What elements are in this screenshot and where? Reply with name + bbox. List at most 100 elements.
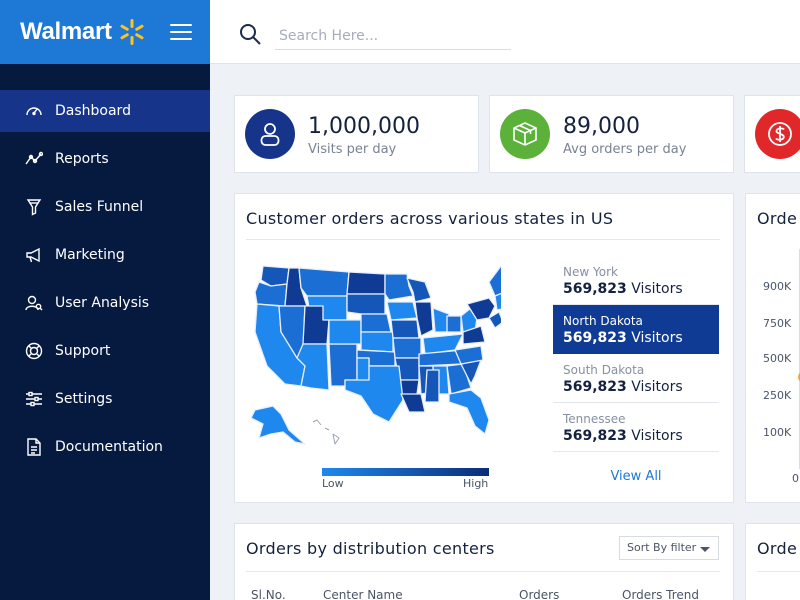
map-state — [328, 319, 362, 345]
map-state — [260, 265, 290, 287]
state-visitors: 569,823 Visitors — [563, 330, 683, 346]
speedometer-icon — [26, 107, 42, 116]
map-state — [390, 319, 420, 339]
map-state — [400, 393, 426, 413]
state-visitors: 569,823 Visitors — [563, 428, 683, 444]
dollar-icon — [768, 122, 792, 146]
y-tick-label: 750K — [763, 317, 792, 330]
stat-icon-circle — [245, 109, 295, 159]
sidebar-item-label: Sales Funnel — [55, 199, 144, 215]
walmart-logo-text: Walmart — [20, 18, 112, 45]
card-title: Orde — [757, 539, 798, 558]
sidebar-item-label: Support — [55, 343, 111, 359]
map-state — [254, 281, 288, 307]
map-state — [424, 369, 440, 403]
y-tick-label: 100K — [763, 426, 792, 439]
card-title: Orders by distribution centers — [246, 539, 495, 558]
map-state — [414, 301, 434, 337]
state-orders-card: Customer orders across various states in… — [234, 193, 734, 503]
map-state — [298, 267, 350, 297]
sidebar-item-label: Dashboard — [55, 103, 131, 119]
sidebar-item-support[interactable]: Support — [0, 330, 210, 372]
stat-card-revenue — [744, 95, 800, 173]
state-name: Tennessee — [563, 412, 626, 426]
state-row-south-dakota[interactable]: South Dakota 569,823 Visitors — [553, 354, 719, 403]
map-state — [312, 419, 340, 445]
divider — [246, 239, 720, 240]
divider — [246, 571, 720, 572]
state-row-new-york[interactable]: New York 569,823 Visitors — [553, 256, 719, 305]
state-row-tennessee[interactable]: Tennessee 569,823 Visitors — [553, 403, 719, 452]
map-state — [446, 315, 462, 333]
sidebar-item-label: Marketing — [55, 247, 125, 263]
map-state — [360, 313, 392, 333]
us-choropleth-map[interactable] — [249, 262, 501, 452]
stat-icon-circle — [500, 109, 550, 159]
stat-value: 1,000,000 — [308, 114, 420, 139]
map-state — [488, 265, 501, 297]
map-state — [360, 331, 394, 353]
trend-line-icon — [25, 151, 43, 165]
legend-gradient-bar — [322, 468, 489, 476]
state-visitors: 569,823 Visitors — [563, 281, 683, 297]
map-state — [344, 365, 404, 423]
user-search-icon — [25, 295, 43, 311]
y-tick-label: 0 — [792, 472, 799, 485]
map-state — [386, 301, 418, 321]
sliders-icon — [26, 391, 42, 407]
map-state — [296, 343, 330, 391]
stat-value: 89,000 — [563, 114, 640, 139]
brand-header: Walmart — [0, 0, 210, 64]
stat-card-visits: 1,000,000 Visits per day — [234, 95, 479, 173]
search-input[interactable] — [275, 22, 511, 50]
megaphone-icon — [26, 247, 40, 263]
lifebuoy-icon — [25, 342, 43, 360]
sidebar-item-settings[interactable]: Settings — [0, 378, 210, 420]
map-state — [346, 293, 386, 315]
box-icon — [513, 122, 537, 146]
table-header-orders-trend: Orders Trend — [622, 588, 700, 600]
state-name: New York — [563, 265, 618, 279]
sort-filter-dropdown[interactable]: Sort By filter — [619, 536, 719, 560]
search-icon[interactable] — [238, 22, 262, 46]
sidebar-item-label: Settings — [55, 391, 113, 407]
stat-card-orders: 89,000 Avg orders per day — [489, 95, 734, 173]
state-row-north-dakota[interactable]: North Dakota 569,823 Visitors — [553, 305, 719, 354]
sidebar-item-marketing[interactable]: Marketing — [0, 234, 210, 276]
card-title: Customer orders across various states in… — [246, 209, 614, 228]
orders-side-card: Orde — [745, 523, 800, 600]
sidebar-item-label: User Analysis — [55, 295, 150, 311]
legend-high-label: High — [463, 477, 489, 490]
stat-label: Visits per day — [308, 142, 397, 157]
sidebar-item-user-analysis[interactable]: User Analysis — [0, 282, 210, 324]
table-header-center-name: Center Name — [323, 588, 403, 600]
sort-filter-label: Sort By filter — [627, 541, 697, 554]
chevron-down-icon — [700, 547, 710, 552]
map-state — [466, 297, 496, 321]
state-name: South Dakota — [563, 363, 645, 377]
menu-toggle-icon[interactable] — [170, 24, 192, 41]
sidebar-item-reports[interactable]: Reports — [0, 138, 210, 180]
y-tick-label: 500K — [763, 352, 792, 365]
map-state — [454, 345, 484, 365]
table-header-orders: Orders — [519, 588, 560, 600]
map-state — [406, 277, 432, 303]
legend-low-label: Low — [322, 477, 344, 490]
y-tick-label: 250K — [763, 389, 792, 402]
walmart-spark-icon — [120, 19, 144, 45]
map-state — [494, 292, 501, 311]
sidebar-item-sales-funnel[interactable]: Sales Funnel — [0, 186, 210, 228]
sidebar-item-documentation[interactable]: Documentation — [0, 426, 210, 468]
sidebar-nav: Dashboard Reports Sales Funnel Marketing… — [0, 90, 210, 468]
top-bar — [210, 0, 800, 64]
table-header-sl-no: Sl.No. — [251, 588, 286, 600]
map-state — [448, 389, 490, 435]
map-state — [392, 337, 422, 359]
sidebar: Walmart Dashboard Reports Sales Funnel — [0, 0, 210, 600]
view-all-link[interactable]: View All — [610, 469, 662, 484]
map-state — [384, 273, 414, 301]
state-name: North Dakota — [563, 314, 643, 328]
map-state — [488, 311, 501, 329]
sidebar-item-dashboard[interactable]: Dashboard — [0, 90, 210, 132]
stat-icon-circle — [755, 109, 800, 159]
